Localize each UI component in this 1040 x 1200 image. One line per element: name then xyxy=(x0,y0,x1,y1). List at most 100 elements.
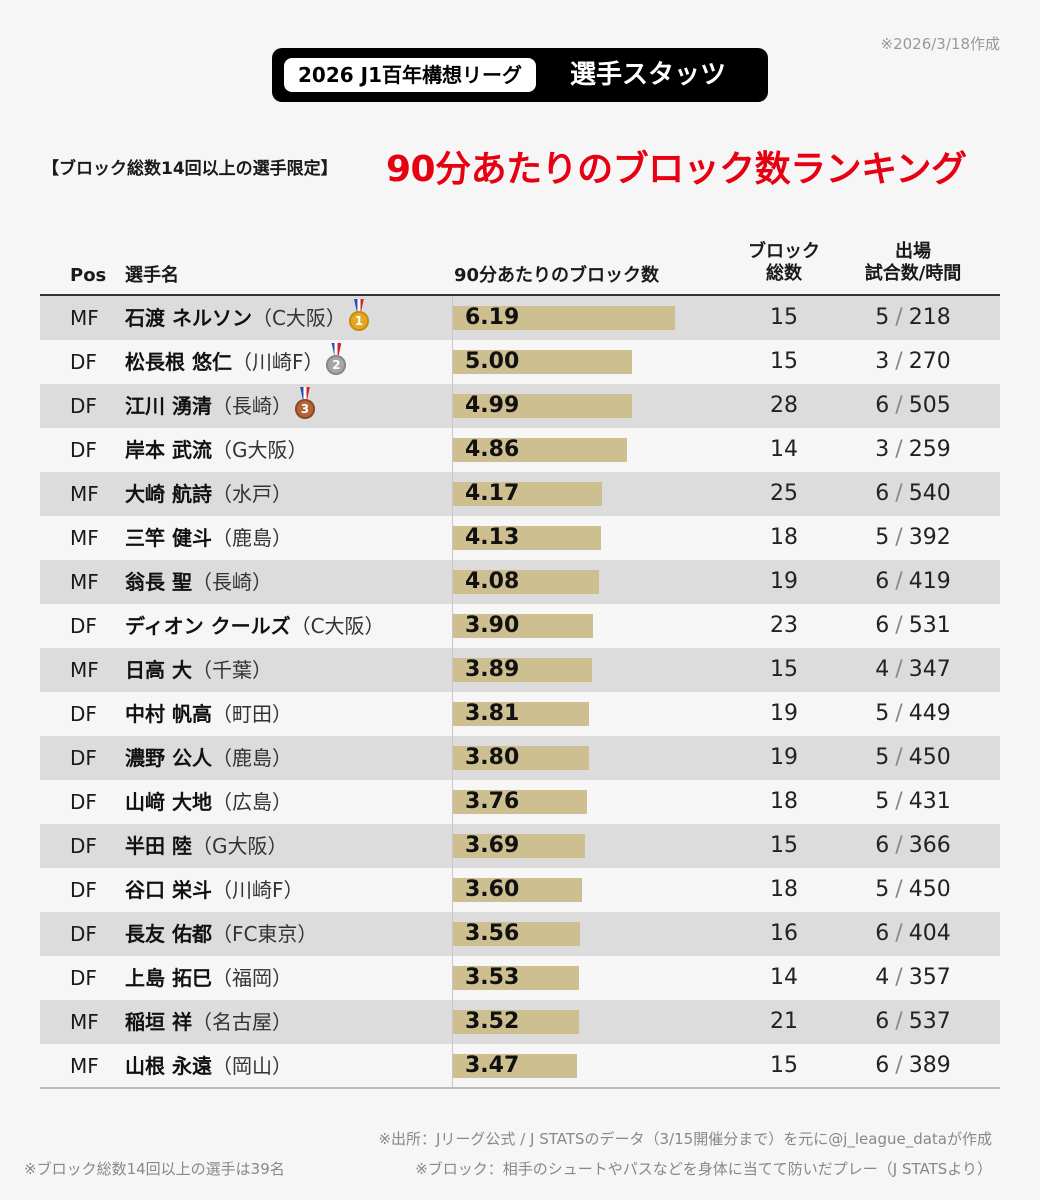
player-team: （岡山） xyxy=(211,1054,292,1078)
minutes-played: 450 xyxy=(908,745,951,770)
position-cell: DF xyxy=(70,790,97,814)
position-cell: DF xyxy=(70,394,97,418)
total-blocks-cell: 14 xyxy=(770,437,798,462)
slash-separator: / xyxy=(895,1009,903,1034)
bar-mark xyxy=(452,350,632,374)
appearances-cell: 4/357 xyxy=(848,956,978,1000)
table-row: DF 岸本 武流（G大阪） 4.86 14 3/259 xyxy=(40,428,1000,472)
minutes-played: 537 xyxy=(908,1009,951,1034)
bar-value-label: 3.52 xyxy=(465,1009,520,1034)
player-cell: 濃野 公人（鹿島） xyxy=(125,736,292,780)
medal-ribbon xyxy=(299,386,310,401)
minutes-played: 449 xyxy=(908,701,951,726)
title-main: 選手スタッツ xyxy=(570,60,727,90)
player-cell: 半田 陸（G大阪） xyxy=(125,824,287,868)
total-blocks-cell: 25 xyxy=(770,481,798,506)
player-name: 山﨑 大地 xyxy=(125,790,212,814)
bar-value-label: 3.69 xyxy=(465,833,520,858)
appearances-cell: 6/404 xyxy=(848,912,978,956)
games-played: 5 xyxy=(875,525,890,550)
total-blocks-cell: 15 xyxy=(770,657,798,682)
appearances-cell: 3/259 xyxy=(848,428,978,472)
table-row: DF 長友 佑都（FC東京） 3.56 16 6/404 xyxy=(40,912,1000,956)
bar-value-label: 3.80 xyxy=(465,745,520,770)
player-cell: 山根 永遠（岡山） xyxy=(125,1044,292,1088)
player-cell: ディオン クールズ（C大阪） xyxy=(125,604,385,648)
games-played: 4 xyxy=(875,965,890,990)
bar-mark xyxy=(452,702,589,726)
player-cell: 日高 大（千葉） xyxy=(125,648,272,692)
filter-note: 【ブロック総数14回以上の選手限定】 xyxy=(42,159,338,179)
total-blocks-cell: 15 xyxy=(770,349,798,374)
player-team: （町田） xyxy=(211,702,292,726)
col-header-apps-line2: 試合数/時間 xyxy=(864,263,962,284)
player-name: 半田 陸 xyxy=(125,834,192,858)
games-played: 6 xyxy=(875,1009,890,1034)
player-team: （水戸） xyxy=(211,482,292,506)
appearances-cell: 4/347 xyxy=(848,648,978,692)
bar-value-label: 4.08 xyxy=(465,569,520,594)
games-played: 4 xyxy=(875,657,890,682)
minutes-played: 357 xyxy=(908,965,951,990)
table-row: DF 上島 拓巳（福岡） 3.53 14 4/357 xyxy=(40,956,1000,1000)
games-played: 6 xyxy=(875,613,890,638)
games-played: 5 xyxy=(875,701,890,726)
position-cell: DF xyxy=(70,966,97,990)
position-cell: MF xyxy=(70,1054,99,1078)
appearances-cell: 6/540 xyxy=(848,472,978,516)
player-team: （G大阪） xyxy=(191,834,288,858)
position-cell: MF xyxy=(70,306,99,330)
bar-value-label: 4.99 xyxy=(465,393,520,418)
appearances-cell: 5/450 xyxy=(848,868,978,912)
slash-separator: / xyxy=(895,393,903,418)
bar-mark xyxy=(452,834,585,858)
games-played: 5 xyxy=(875,789,890,814)
slash-separator: / xyxy=(895,921,903,946)
total-blocks-cell: 15 xyxy=(770,833,798,858)
player-cell: 山﨑 大地（広島） xyxy=(125,780,292,824)
appearances-cell: 6/531 xyxy=(848,604,978,648)
total-blocks-cell: 19 xyxy=(770,569,798,594)
player-cell: 長友 佑都（FC東京） xyxy=(125,912,317,956)
appearances-cell: 5/450 xyxy=(848,736,978,780)
bar-mark xyxy=(452,966,579,990)
table-row: MF 山根 永遠（岡山） 3.47 15 6/389 xyxy=(40,1044,1000,1088)
table-row: DF 江川 湧清（長崎） 3 4.99 28 6/505 xyxy=(40,384,1000,428)
total-blocks-cell: 28 xyxy=(770,393,798,418)
player-name: 大崎 航詩 xyxy=(125,482,212,506)
player-team: （千葉） xyxy=(191,658,272,682)
player-team: （長崎） xyxy=(191,570,272,594)
position-cell: DF xyxy=(70,922,97,946)
medal-ribbon xyxy=(353,298,364,313)
bar-value-label: 3.53 xyxy=(465,965,520,990)
header-divider xyxy=(40,294,1000,296)
slash-separator: / xyxy=(895,877,903,902)
table-row: DF 松長根 悠仁（川崎F） 2 5.00 15 3/270 xyxy=(40,340,1000,384)
appearances-cell: 5/431 xyxy=(848,780,978,824)
player-team: （FC東京） xyxy=(211,922,318,946)
bar-mark xyxy=(452,526,601,550)
gold-medal-icon: 1 xyxy=(348,298,370,333)
bar-value-label: 3.60 xyxy=(465,877,520,902)
source-note: ※出所：Jリーグ公式 / J STATSのデータ（3/15開催分まで）を元に@j… xyxy=(378,1130,992,1148)
col-header-apps: 出場 試合数/時間 xyxy=(848,241,978,285)
bar-value-label: 3.81 xyxy=(465,701,520,726)
bar-value-label: 3.90 xyxy=(465,613,520,638)
player-name: 江川 湧清 xyxy=(125,394,212,418)
player-cell: 三竿 健斗（鹿島） xyxy=(125,516,292,560)
slash-separator: / xyxy=(895,349,903,374)
medal-number: 3 xyxy=(294,398,315,419)
position-cell: DF xyxy=(70,438,97,462)
appearances-cell: 3/270 xyxy=(848,340,978,384)
minutes-played: 404 xyxy=(908,921,951,946)
total-blocks-cell: 15 xyxy=(770,1053,798,1078)
position-cell: MF xyxy=(70,570,99,594)
table-row: DF 谷口 栄斗（川崎F） 3.60 18 5/450 xyxy=(40,868,1000,912)
games-played: 5 xyxy=(875,877,890,902)
appearances-cell: 6/419 xyxy=(848,560,978,604)
table-row: MF 大崎 航詩（水戸） 4.17 25 6/540 xyxy=(40,472,1000,516)
col-header-apps-line1: 出場 xyxy=(895,241,931,262)
title-banner: 2026 J1百年構想リーグ 選手スタッツ xyxy=(272,48,768,102)
player-name: 松長根 悠仁 xyxy=(125,350,232,374)
minutes-played: 218 xyxy=(908,305,951,330)
